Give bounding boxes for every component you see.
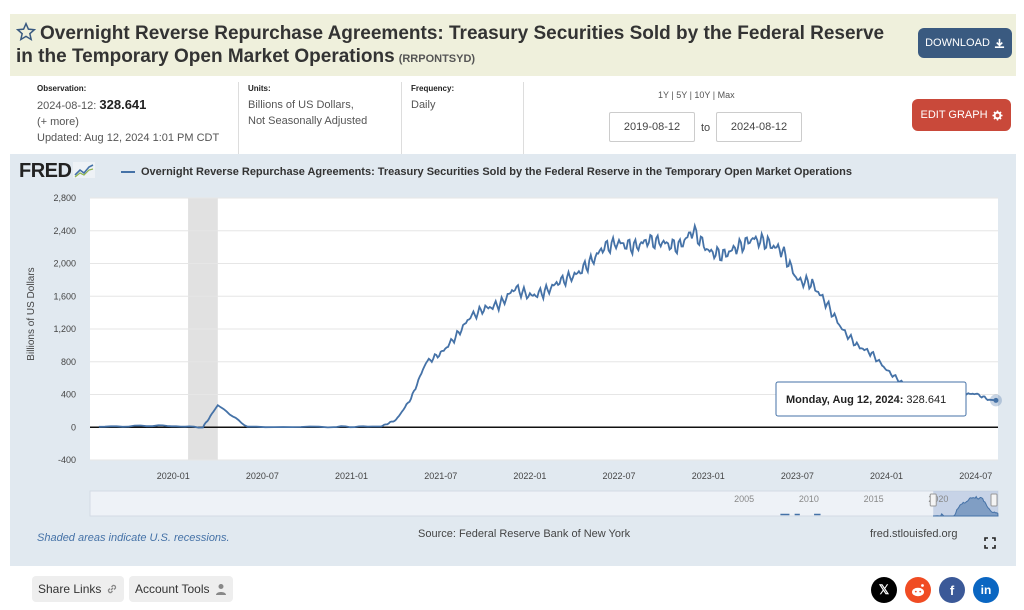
linkedin-share-icon[interactable]: in	[973, 577, 999, 603]
divider	[401, 82, 402, 154]
units-block: Units: Billions of US Dollars, Not Seaso…	[248, 84, 367, 129]
range-10y[interactable]: 10Y	[694, 90, 711, 100]
fred-url[interactable]: fred.stlouisfed.org	[870, 528, 958, 540]
divider	[238, 82, 239, 154]
tooltip-value: 328.641	[906, 394, 946, 406]
download-button[interactable]: DOWNLOAD	[918, 28, 1012, 58]
tooltip-text: Monday, Aug 12, 2024: 328.641	[786, 394, 946, 406]
x-tick-label: 2022-07	[603, 471, 636, 481]
range-selector: 1Y | 5Y | 10Y | Max	[658, 90, 735, 100]
hover-point	[993, 397, 999, 403]
recession-note: Shaded areas indicate U.S. recessions.	[37, 532, 230, 544]
y-tick-label: 1,200	[53, 324, 76, 334]
source-text: Source: Federal Reserve Bank of New York	[418, 528, 631, 540]
date-to-label: to	[701, 122, 711, 134]
x-tick-label: 2021-07	[424, 471, 457, 481]
observation-date: 2024-08-12:	[37, 100, 97, 112]
y-tick-label: -400	[58, 455, 76, 465]
share-links-button[interactable]: Share Links	[32, 576, 125, 602]
y-tick-label: 0	[71, 422, 76, 432]
page-title: Overnight Reverse Repurchase Agreements:…	[16, 23, 885, 67]
divider	[523, 82, 524, 154]
fred-logo: FRED	[19, 160, 96, 183]
x-tick-label: 2023-01	[692, 471, 725, 481]
end-date-input[interactable]: 2024-08-12	[716, 112, 802, 142]
series-line	[98, 222, 996, 429]
observation-label: Observation:	[37, 84, 87, 93]
chart-legend: Overnight Reverse Repurchase Agreements:…	[121, 166, 852, 178]
chart-container: FRED Overnight Reverse Repurchase Agreem…	[10, 154, 1016, 566]
y-tick-label: 2,000	[53, 259, 76, 269]
star-icon[interactable]	[16, 22, 36, 42]
y-axis-label: Billions of US Dollars	[26, 267, 37, 360]
gear-icon	[991, 109, 1003, 121]
more-link[interactable]: (+ more)	[37, 116, 79, 128]
range-1y[interactable]: 1Y	[658, 90, 669, 100]
series-id: (RRPONTSYD)	[398, 53, 476, 65]
navigator-handle	[929, 493, 937, 507]
account-tools-button[interactable]: Account Tools	[129, 576, 233, 602]
x-tick-label: 2021-01	[335, 471, 368, 481]
line-chart[interactable]: Billions of US Dollars 2,800 2,400 2,000 1,…	[10, 184, 1016, 544]
navigator-tick-label: 2005	[734, 494, 754, 504]
y-tick-label: 2,400	[53, 226, 76, 236]
observation-value: 328.641	[99, 97, 147, 112]
y-tick-label: 400	[61, 390, 76, 400]
reddit-share-icon[interactable]	[905, 577, 931, 603]
x-tick-label: 2024-01	[870, 471, 903, 481]
range-max[interactable]: Max	[717, 90, 735, 100]
tooltip-box	[775, 381, 967, 417]
navigator-tick-label: 2020	[928, 494, 948, 504]
range-5y[interactable]: 5Y	[676, 90, 688, 100]
start-date-input[interactable]: 2019-08-12	[609, 112, 695, 142]
updated-text: Updated: Aug 12, 2024 1:01 PM CDT	[37, 132, 220, 144]
fred-chart-icon	[73, 162, 96, 178]
user-icon	[215, 584, 226, 595]
download-icon	[994, 38, 1004, 48]
frequency-value: Daily	[411, 99, 436, 111]
fullscreen-icon[interactable]	[984, 537, 996, 549]
facebook-share-icon[interactable]: f	[939, 577, 965, 603]
legend-swatch	[121, 171, 135, 173]
units-label: Units:	[248, 84, 271, 93]
frequency-block: Frequency: Daily	[411, 84, 454, 113]
y-tick-label: 1,600	[53, 291, 76, 301]
title-header: Overnight Reverse Repurchase Agreements:…	[10, 14, 1016, 76]
x-share-icon[interactable]: 𝕏	[871, 577, 897, 603]
frequency-label: Frequency:	[411, 84, 455, 93]
units-line2: Not Seasonally Adjusted	[248, 115, 368, 127]
units-line1: Billions of US Dollars,	[248, 99, 354, 111]
navigator-tick-label: 2010	[799, 494, 819, 504]
navigator-series	[932, 495, 999, 517]
navigator	[89, 490, 999, 517]
legend-label: Overnight Reverse Repurchase Agreements:…	[141, 166, 852, 178]
x-tick-label: 2022-01	[513, 471, 546, 481]
x-tick-label: 2023-07	[781, 471, 814, 481]
navigator-handle	[990, 493, 998, 507]
tooltip-date: Monday, Aug 12, 2024:	[786, 394, 906, 406]
navigator-tick-label: 2015	[864, 494, 884, 504]
x-tick-label: 2020-01	[157, 471, 190, 481]
y-tick-label: 800	[61, 357, 76, 367]
x-tick-label: 2024-07	[959, 471, 992, 481]
observation-block: Observation: 2024-08-12: 328.641 (+ more…	[37, 84, 219, 146]
link-icon	[108, 584, 117, 594]
x-tick-label: 2020-07	[246, 471, 279, 481]
edit-graph-button[interactable]: EDIT GRAPH	[912, 99, 1011, 131]
y-tick-label: 2,800	[53, 193, 76, 203]
